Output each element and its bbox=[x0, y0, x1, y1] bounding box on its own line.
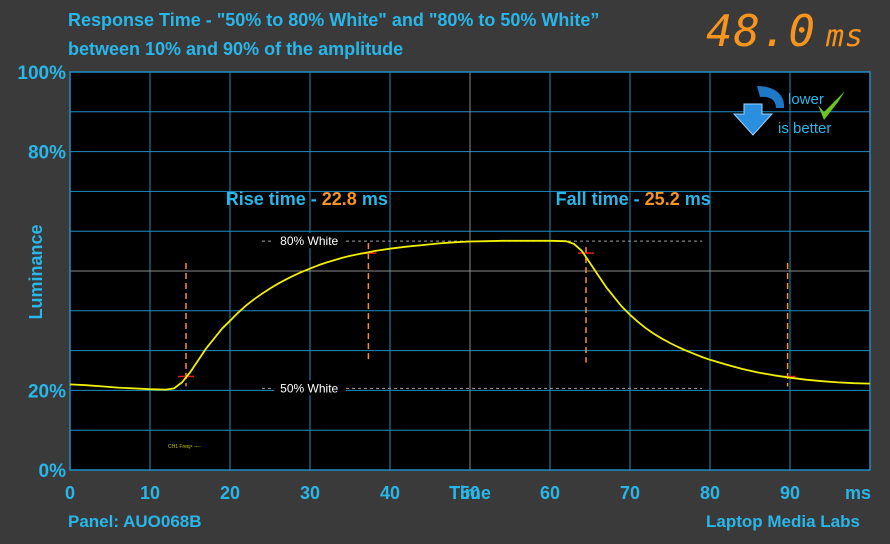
x-tick-label: 20 bbox=[220, 483, 240, 503]
x-tick-label: 50 bbox=[460, 483, 480, 503]
x-axis-unit: ms bbox=[845, 483, 871, 503]
chart-title-line1: Response Time - "50% to 80% White" and "… bbox=[68, 10, 600, 30]
grid bbox=[69, 71, 871, 471]
annotation-value: 25.2 bbox=[645, 189, 685, 209]
readout-value: 48.0 bbox=[706, 6, 816, 57]
reference-label-bg bbox=[274, 380, 346, 396]
reference-label: 50% White bbox=[280, 381, 338, 395]
x-tick-label: 90 bbox=[780, 483, 800, 503]
y-tick-label: 0% bbox=[39, 461, 67, 482]
x-tick-label: 30 bbox=[300, 483, 320, 503]
checkmark-icon bbox=[818, 91, 845, 120]
down-arrow-icon bbox=[732, 86, 785, 136]
x-tick-label: 60 bbox=[540, 483, 560, 503]
annotation-value: 22.8 bbox=[322, 189, 362, 209]
panel-label: Panel: AUO068B bbox=[68, 512, 202, 531]
y-axis-label: Luminance bbox=[26, 224, 46, 319]
badge-better-text: is better bbox=[778, 120, 831, 137]
series-line bbox=[69, 239, 871, 391]
reference-label: 80% White bbox=[280, 234, 338, 248]
badge-lower-text: lower bbox=[788, 91, 824, 108]
annotation-unit: ms bbox=[362, 189, 388, 209]
readout-unit: ms bbox=[825, 19, 865, 54]
plot-border bbox=[69, 71, 871, 471]
x-tick-label: 70 bbox=[620, 483, 640, 503]
x-tick-label: 10 bbox=[140, 483, 160, 503]
x-tick-label: 0 bbox=[65, 483, 75, 503]
reference-lines: 80% White 50% White bbox=[262, 233, 702, 396]
lower-is-better-badge: lower is better bbox=[732, 86, 845, 137]
annotation-text: Rise time - 22.8 ms bbox=[226, 189, 388, 209]
brand-label: Laptop Media Labs bbox=[706, 512, 860, 531]
y-tick-label: 80% bbox=[28, 143, 66, 164]
x-tick-label: 40 bbox=[380, 483, 400, 503]
reference-label-bg bbox=[274, 233, 346, 249]
y-tick-label: 20% bbox=[28, 381, 66, 402]
annotation-label: Fall time - bbox=[556, 189, 645, 209]
chart-title-line2: between 10% and 90% of the amplitude bbox=[68, 39, 404, 59]
x-axis-label: Time bbox=[449, 483, 491, 503]
axis-ticks: 0 10 20 30 40 50 60 70 80 90 Time ms 0% 20% 80% 100% bbox=[17, 63, 871, 503]
small-channel-label: CH1 Freq> ---- bbox=[168, 444, 201, 450]
annotation-text: Fall time - 25.2 ms bbox=[556, 189, 711, 209]
annotation-unit: ms bbox=[685, 189, 711, 209]
timing-annotations: Rise time - 22.8 ms Fall time - 25.2 ms bbox=[226, 189, 711, 209]
luminance-trace bbox=[69, 239, 871, 391]
x-tick-label: 80 bbox=[700, 483, 720, 503]
annotation-label: Rise time - bbox=[226, 189, 322, 209]
y-tick-label: 100% bbox=[17, 63, 66, 84]
response-time-readout: 48.0 ms bbox=[706, 6, 864, 57]
